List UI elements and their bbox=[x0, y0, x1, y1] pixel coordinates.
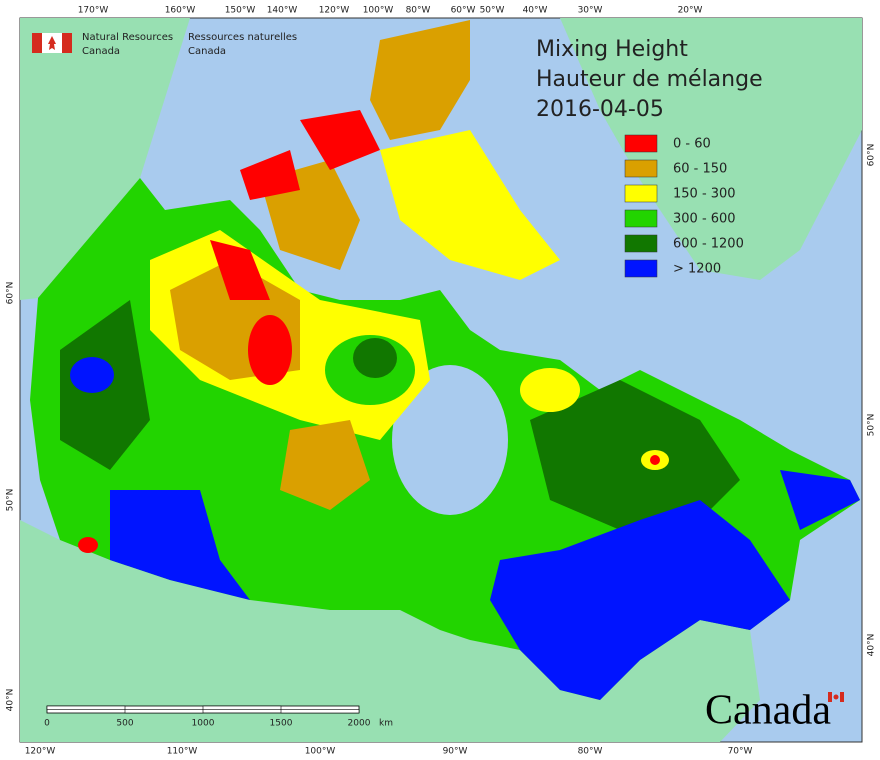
red-zone bbox=[650, 455, 660, 465]
longitude-label: 30°W bbox=[578, 6, 603, 16]
legend-swatch bbox=[624, 159, 658, 178]
longitude-label: 70°W bbox=[728, 747, 753, 757]
longitude-label: 120°W bbox=[25, 747, 56, 757]
legend-label: 300 - 600 bbox=[673, 212, 736, 227]
legend-swatch bbox=[624, 209, 658, 228]
scale-segment bbox=[124, 709, 204, 714]
flag-bar bbox=[840, 692, 844, 702]
scale-segment bbox=[280, 709, 360, 714]
latitude-label: 50°N bbox=[6, 489, 16, 512]
logo: Natural Resources Canada Ressources natu… bbox=[32, 32, 297, 57]
quebec-north bbox=[530, 380, 740, 530]
org-name: Canada bbox=[188, 46, 226, 57]
longitude-label: 150°W bbox=[225, 6, 256, 16]
maple-leaf bbox=[48, 36, 56, 50]
longitude-label: 50°W bbox=[480, 6, 505, 16]
longitude-label: 80°W bbox=[406, 6, 431, 16]
flag-bar bbox=[32, 33, 42, 53]
scale-label: 2000 bbox=[348, 719, 371, 729]
blue-zone bbox=[70, 357, 114, 393]
longitude-label: 100°W bbox=[305, 747, 336, 757]
longitude-label: 20°W bbox=[678, 6, 703, 16]
latitude-label: 40°N bbox=[867, 634, 877, 657]
united-states bbox=[20, 520, 760, 742]
neighbor-land bbox=[20, 18, 862, 742]
legend-label: 150 - 300 bbox=[673, 187, 736, 202]
scale-bar: 0 500 1000 1500 2000 km bbox=[44, 705, 393, 729]
prairie-orange bbox=[280, 420, 370, 510]
banks-island bbox=[240, 150, 300, 200]
org-name: Ressources naturelles bbox=[188, 32, 297, 43]
title: Hauteur de mélange bbox=[536, 67, 763, 92]
scale-unit: km bbox=[379, 719, 393, 729]
longitude-label: 160°W bbox=[165, 6, 196, 16]
org-name: Canada bbox=[82, 46, 120, 57]
arctic-island bbox=[300, 110, 380, 170]
alaska bbox=[20, 18, 190, 300]
latitude-label: 50°N bbox=[867, 414, 877, 437]
latitude-label: 60°N bbox=[867, 144, 877, 167]
axis-labels: 170°W 160°W 150°W 140°W 120°W 100°W 80°W 60°W 50… bbox=[6, 6, 877, 757]
baffin bbox=[380, 130, 560, 280]
title: Mixing Height bbox=[536, 37, 688, 62]
latitude-label: 60°N bbox=[6, 282, 16, 305]
legend-label: 600 - 1200 bbox=[673, 237, 744, 252]
latitude-label: 40°N bbox=[6, 689, 16, 712]
longitude-label: 110°W bbox=[167, 747, 198, 757]
flag-bar bbox=[62, 33, 72, 53]
wordmark-flag bbox=[828, 692, 844, 702]
scale-segment bbox=[46, 705, 126, 710]
red-zone bbox=[248, 315, 292, 385]
longitude-label: 60°W bbox=[451, 6, 476, 16]
title: 2016-04-05 bbox=[536, 97, 664, 122]
legend-swatch bbox=[624, 134, 658, 153]
longitude-label: 140°W bbox=[267, 6, 298, 16]
scale-segment bbox=[202, 705, 282, 710]
red-zone bbox=[78, 537, 98, 553]
greenland bbox=[560, 18, 862, 280]
longitude-label: 80°W bbox=[578, 747, 603, 757]
scale-label: 1000 bbox=[192, 719, 215, 729]
legend: 0 - 60 60 - 150 150 - 300 300 - 600 600 - 12… bbox=[624, 134, 744, 278]
wordmark: Canada bbox=[705, 688, 831, 734]
longitude-label: 170°W bbox=[78, 6, 109, 16]
flag-bar bbox=[828, 692, 832, 702]
legend-swatch bbox=[624, 259, 658, 278]
darkgreen-zone bbox=[353, 338, 397, 378]
org-name: Natural Resources bbox=[82, 32, 173, 43]
longitude-label: 40°W bbox=[523, 6, 548, 16]
scale-label: 500 bbox=[116, 719, 133, 729]
legend-label: 0 - 60 bbox=[673, 137, 711, 152]
legend-swatch bbox=[624, 234, 658, 253]
scale-label: 1500 bbox=[270, 719, 293, 729]
prairie-blue bbox=[110, 490, 250, 600]
hudson-bay bbox=[392, 365, 508, 515]
legend-swatch bbox=[624, 184, 658, 203]
red-zone bbox=[210, 240, 270, 300]
legend-label: > 1200 bbox=[673, 262, 721, 277]
maple-leaf bbox=[833, 694, 839, 700]
scale-label: 0 bbox=[44, 719, 50, 729]
legend-label: 60 - 150 bbox=[673, 162, 727, 177]
canada bbox=[30, 20, 860, 700]
longitude-label: 90°W bbox=[443, 747, 468, 757]
yellow-zone bbox=[520, 368, 580, 412]
ellesmere bbox=[370, 20, 470, 140]
longitude-label: 100°W bbox=[363, 6, 394, 16]
east-blue bbox=[490, 500, 790, 700]
labrador-blue bbox=[780, 470, 860, 530]
longitude-label: 120°W bbox=[319, 6, 350, 16]
